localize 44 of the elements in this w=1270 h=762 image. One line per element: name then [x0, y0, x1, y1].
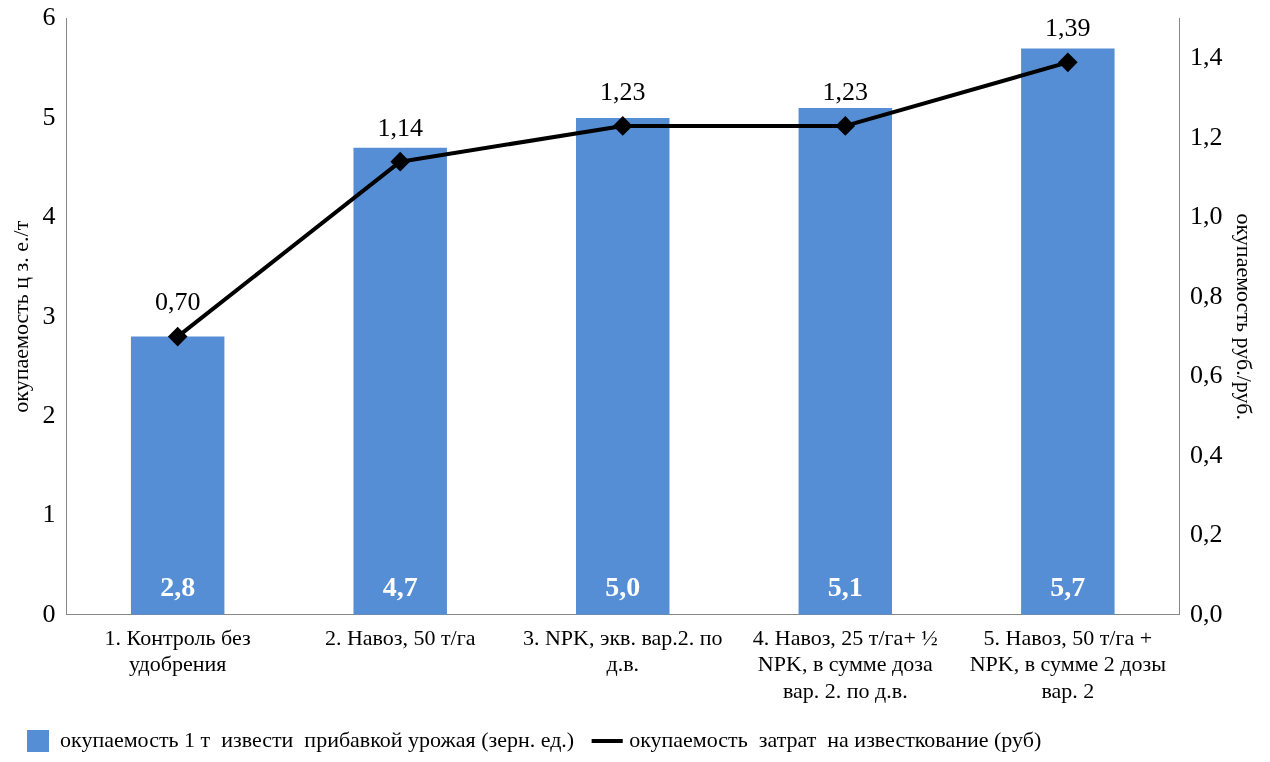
data-label: 1,23: [822, 76, 869, 106]
data-label: 4,7: [382, 571, 418, 603]
y-axis-title: окупаемость ц з. е./т: [7, 220, 33, 413]
data-label: 5,7: [1050, 571, 1086, 603]
y-tick-label: 1: [42, 499, 56, 529]
y-tick-label: 0: [42, 598, 56, 628]
legend-label: окупаемость затрат на известкование (руб): [629, 726, 1042, 752]
bar: [798, 108, 893, 615]
y2-tick-label: 1,0: [1190, 201, 1223, 231]
legend-label: окупаемость 1 т извести прибавкой урожая (зерн. ед.): [60, 726, 575, 752]
y2-tick-label: 0,4: [1190, 439, 1223, 469]
bar: [1021, 48, 1115, 615]
data-label: 0,70: [154, 287, 201, 317]
data-label: 2,8: [160, 571, 196, 603]
data-label: 5,1: [827, 571, 863, 603]
y2-tick-label: 0,0: [1190, 598, 1223, 628]
y-tick-label: 2: [42, 399, 56, 429]
y-tick-label: 5: [42, 101, 56, 131]
y2-tick-label: 0,6: [1190, 360, 1223, 390]
bar: [353, 147, 447, 615]
y2-tick-label: 0,8: [1190, 280, 1223, 310]
data-label: 1,39: [1045, 13, 1091, 43]
x-tick-label: 2. Навоз, 50 т/га: [324, 624, 476, 650]
x-tick-label: 4. Навоз, 25 т/га+ ½ NPK, в сумме доза вар. 2. по д.в.: [752, 624, 938, 703]
y-tick-label: 4: [42, 201, 56, 231]
point: [613, 116, 632, 135]
y2-axis-title: окупаемость руб./руб.: [1232, 213, 1258, 420]
x-tick-label: 1. Контроль без удобрения: [104, 624, 251, 677]
data-label: 5,0: [605, 571, 641, 603]
data-label: 1,23: [600, 76, 646, 106]
y2-tick-label: 0,2: [1190, 519, 1223, 549]
data-label: 1,14: [377, 112, 423, 142]
point: [1058, 53, 1077, 72]
y2-tick-label: 1,2: [1190, 121, 1223, 151]
point: [168, 327, 187, 346]
bar: [576, 117, 670, 615]
x-tick-label: 3. NPK, экв. вар.2. по д.в.: [522, 624, 723, 677]
point: [391, 152, 410, 171]
bar: [130, 336, 225, 615]
point: [836, 116, 855, 135]
y-tick-label: 3: [42, 300, 56, 330]
x-tick-label: 5. Навоз, 50 т/га + NPK, в сумме 2 дозы вар. 2: [969, 624, 1167, 703]
y2-tick-label: 1,4: [1190, 42, 1223, 72]
y-tick-label: 6: [42, 2, 56, 32]
